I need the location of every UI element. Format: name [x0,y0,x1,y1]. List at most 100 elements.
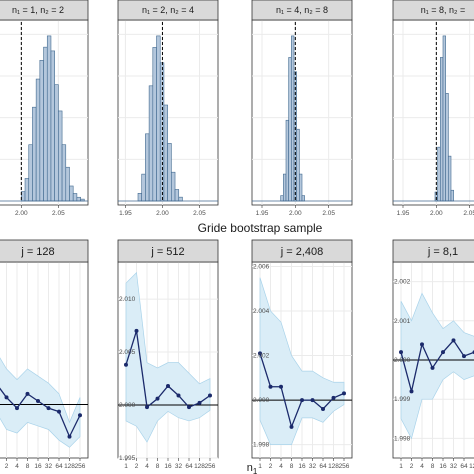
x-tick-label: 64 [185,463,193,470]
x-tick-label: 32 [309,463,317,470]
panel-strip-label: n₁ = 1, n₂ = 2 [12,5,64,15]
x-tick-label: 16 [34,463,42,470]
x-tick-label: 2.05 [463,210,474,217]
y-tick-label: 2.004 [253,308,270,315]
histogram-bar [28,144,33,202]
confidence-band [125,271,211,443]
data-point [441,350,445,355]
panel-strip [251,239,353,263]
data-point [145,405,149,410]
data-point [208,393,212,398]
panel-background [392,19,474,206]
y-tick-label: 1.998 [253,442,270,449]
histogram-bar [171,171,176,202]
histogram-bar [54,84,59,202]
x-tick-label: 2.05 [322,210,335,217]
histogram-bar [174,189,180,202]
data-point [124,362,128,367]
panel-strip-label: n₁ = 2, n₂ = 4 [142,5,194,15]
x-tick-label: 1.95 [397,210,410,217]
panel-strip-label: j = 128 [20,246,54,258]
x-tick-label: 128 [64,463,75,470]
histogram-bar [50,50,55,202]
x-tick-label: 1.95 [256,210,269,217]
data-point [399,350,403,355]
histogram-bar [440,57,444,202]
x-tick-label: 16 [164,463,172,470]
histogram-bar [24,178,30,202]
data-point [197,400,202,405]
histogram-bar [152,47,157,202]
histogram-bar [156,35,161,202]
histogram-panel-4: 1.95 2.00 2.05 n₁ = 8, n₂ = [392,0,474,217]
y-tick-label: 2.000 [253,397,270,404]
data-point [268,384,273,389]
data-point [420,342,424,347]
data-point [78,413,82,418]
histogram-bar [291,35,295,202]
y-tick-label: 2.001 [394,318,411,325]
histogram-bar [141,173,146,202]
data-point [451,338,456,343]
x-tick-label: 32 [450,463,458,470]
y-tick-label: 1.998 [394,435,411,442]
y-tick-label: 2.010 [119,296,136,303]
panel-strip [117,0,219,21]
histogram-bar [72,193,78,202]
x-tick-label: 2.00 [15,210,28,217]
x-tick-label: 8 [431,463,435,470]
y-tick-label: 2.000 [394,357,411,364]
histogram-bar [296,128,300,202]
x-tick-label: 2 [135,463,139,470]
x-tick-label: 1 [258,463,262,470]
x-tick-label: 2.00 [156,210,169,217]
x-tick-label: 2.00 [430,210,443,217]
x-tick-label: 2.05 [193,210,206,217]
histogram-bar [32,106,37,202]
data-point [176,393,181,398]
histogram-bar [445,93,449,202]
histogram-bar [163,104,168,202]
data-point [155,396,160,401]
x-tick-label: 256 [205,463,216,470]
x-tick-label: 128 [194,463,205,470]
histogram-bar [442,35,446,202]
histogram-bar [39,59,44,202]
x-tick-label: 2 [269,463,273,470]
data-point [25,391,30,396]
histogram-bar [148,85,154,202]
x-tick-label: 4 [15,463,19,470]
x-tick-label: 4 [145,463,149,470]
confidence-band [259,277,345,445]
data-point [310,398,315,403]
x-tick-label: 1.95 [119,210,132,217]
line-panel-1: 1248163264128256j = 128 [0,239,89,470]
y-tick-label: 2.006 [253,263,270,270]
data-point [36,398,40,403]
histogram-bar [288,57,292,202]
panel-strip [117,239,219,263]
x-tick-label: 8 [290,463,294,470]
data-point [279,384,283,389]
data-point [430,365,435,370]
data-point [409,389,414,394]
y-tick-label: 2.002 [394,279,411,286]
x-tick-label: 32 [175,463,183,470]
histogram-bar [58,110,63,202]
x-tick-label: 8 [156,463,160,470]
panel-strip-label: j = 8,1 [427,246,458,258]
panel-strip-label: n₁ = 4, n₂ = 8 [276,5,328,15]
histogram-bar [280,195,284,202]
x-tick-label: 256 [75,463,86,470]
histogram-bar [299,173,303,202]
histogram-bar [43,46,48,202]
x-tick-label: 2 [410,463,414,470]
data-point [57,409,61,414]
histogram-bar [448,155,452,202]
line-panel-3: 1 2 4 8 16 32 64 128 256 1.998 2.000 2.002 2.004 2.00… [251,239,353,470]
line-panel-2: 1 2 4 8 16 32 64 128 256 1.995 2.000 2.005 2.010 j = … [117,239,219,470]
top-x-axis-title: Gride bootstrap sample [198,221,323,235]
data-point [289,424,294,429]
y-tick-label: 1.999 [394,396,411,403]
y-tick-label: 2.005 [119,349,136,356]
